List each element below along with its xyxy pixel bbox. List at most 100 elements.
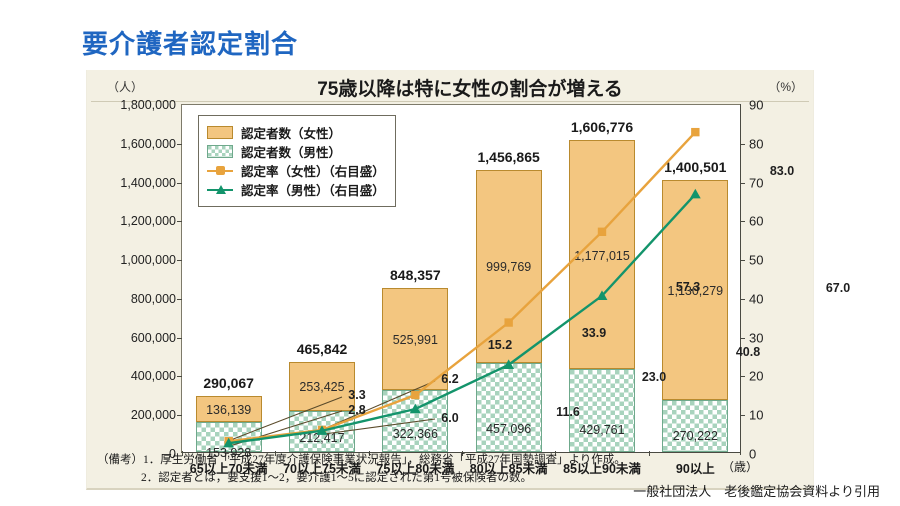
y-tick-label-right: 80	[749, 136, 764, 152]
rate-marker	[596, 290, 608, 300]
bar-value-label-female: 525,991	[392, 332, 438, 347]
y-tick-label-left: 1,800,000	[120, 98, 176, 112]
bar-segment-male	[569, 368, 635, 452]
rate-value-label-female: 33.9	[581, 326, 607, 340]
bar-value-label-male: 429,761	[579, 423, 625, 438]
rate-value-label-female: 15.2	[487, 338, 513, 352]
x-tick-label: 65以上70未満	[189, 462, 268, 476]
bar-segment-female	[289, 361, 355, 411]
x-tick-label: 85以上90未満	[563, 462, 641, 476]
y-tick-mark-right	[740, 376, 745, 378]
x-tick-mark	[555, 451, 557, 456]
right-axis-line	[740, 104, 741, 455]
y-tick-label-right: 60	[749, 213, 764, 229]
y-tick-label-left: 1,400,000	[120, 175, 176, 190]
rate-value-label-male: 40.8	[735, 345, 761, 359]
rate-value-label-male: 11.6	[556, 405, 580, 419]
label-leader-line	[325, 418, 436, 435]
y-tick-label-right: 10	[749, 407, 764, 423]
legend-swatch-male-bar	[207, 145, 233, 158]
rate-value-label-male: 23.0	[641, 370, 667, 384]
rate-value-label-female: 57.3	[675, 280, 701, 294]
rate-lines	[223, 127, 701, 448]
y-tick-mark-left	[177, 143, 182, 145]
legend-item: 認定率（女性）（右目盛）	[207, 161, 385, 180]
legend-label: 認定率（女性）（右目盛）	[241, 165, 385, 179]
rate-value-label-male: 67.0	[825, 281, 851, 295]
y-tick-mark-left	[177, 376, 182, 378]
y-tick-label-right: 40	[749, 291, 764, 307]
y-tick-mark-right	[740, 221, 745, 223]
rate-marker	[689, 188, 701, 199]
bar-value-label-male: 212,417	[299, 430, 345, 445]
y-tick-label-right: 50	[749, 252, 764, 268]
bar-segment-female	[195, 395, 262, 423]
legend-item: 認定率（男性）（右目盛）	[207, 180, 385, 199]
y-tick-label-right: 90	[749, 97, 764, 113]
y-tick-mark-left	[177, 298, 182, 300]
x-tick-label: 70以上75未満	[283, 462, 361, 476]
rate-marker	[409, 403, 421, 414]
legend-swatch-female-line	[207, 164, 233, 177]
bar-total-label: 1,400,501	[664, 159, 727, 176]
rate-marker	[503, 359, 515, 370]
bar-value-label-male: 270,222	[672, 428, 718, 443]
rate-marker	[316, 425, 328, 435]
bar-total-label: 465,842	[296, 340, 348, 357]
footnotes: （備考）1．厚生労働省「平成27年度介護保険事業状況報告」，総務省「平成27年国…	[97, 452, 626, 488]
rate-value-label-male: 6.0	[441, 411, 459, 425]
bar-value-label-male: 322,366	[392, 426, 438, 441]
y-tick-label-right: 0	[749, 446, 757, 462]
bar-value-label-female: 253,425	[299, 380, 345, 395]
bar-total-label: 290,067	[203, 374, 254, 391]
x-tick-label: 80以上85未満	[469, 462, 548, 476]
y-tick-mark-right	[740, 337, 745, 339]
chart-panel: 75歳以降は特に女性の割合が増える （人） （%） 1,800,000 1,600…	[86, 70, 850, 490]
plot-area: 1,800,000 1,600,000 1,400,000 1,200,000 1,00…	[120, 98, 850, 477]
square-marker-icon	[216, 166, 225, 175]
legend-swatch-male-line	[207, 183, 233, 196]
attribution: 一般社団法人 老後鑑定協会資料より引用	[633, 484, 880, 499]
bar-segment-female	[475, 169, 542, 364]
rate-line-male	[228, 193, 697, 445]
y-tick-mark-right	[740, 298, 745, 300]
y-tick-label-left: 1,000,000	[120, 253, 176, 268]
y-tick-mark-right	[740, 415, 745, 417]
y-tick-label-right: 70	[749, 175, 764, 191]
legend-label: 認定者数（女性）	[241, 127, 342, 141]
y-axis-unit-left: （人）	[107, 80, 144, 94]
x-tick-label: 75以上80未満	[376, 462, 455, 476]
rate-marker	[411, 390, 420, 400]
rate-marker	[504, 318, 513, 327]
bar-total-label: 848,357	[390, 266, 441, 283]
label-leader-line	[325, 380, 436, 429]
y-tick-mark-right	[740, 143, 745, 145]
x-tick-mark	[648, 451, 650, 456]
legend-label: 認定者数（男性）	[241, 146, 342, 160]
rate-value-label-male: 2.8	[348, 403, 366, 417]
triangle-marker-icon	[216, 185, 226, 194]
bar-value-label-female: 999,769	[486, 260, 532, 275]
y-tick-label-left: 400,000	[130, 369, 176, 384]
y-tick-label-left: 600,000	[130, 330, 176, 345]
bar-value-label-male: 153,928	[206, 446, 252, 460]
bar-value-label-female: 1,130,279	[667, 284, 724, 299]
bar-segment-male	[475, 363, 542, 452]
rate-marker	[597, 227, 607, 237]
bar-total-label: 1,456,865	[477, 148, 540, 165]
y-tick-label-right: 30	[749, 330, 764, 346]
y-tick-mark-left	[177, 337, 182, 339]
x-axis-unit: （歳）	[722, 460, 759, 474]
y-tick-mark-left	[177, 415, 182, 417]
y-tick-mark-right	[740, 182, 745, 184]
y-tick-label-left: 1,600,000	[120, 136, 176, 151]
legend-item: 認定者数（男性）	[207, 142, 385, 161]
y-tick-label-left: 0	[169, 447, 176, 461]
legend-label: 認定率（男性）（右目盛）	[241, 184, 385, 198]
legend-swatch-female-bar	[207, 126, 233, 139]
rate-value-label-female: 3.3	[348, 388, 366, 402]
footnote-2: 2．認定者とは，要支援1～2，要介護1～5に認定された第1号被保険者の数。	[141, 471, 532, 484]
page-title: 要介護者認定割合	[82, 29, 299, 59]
rate-marker	[691, 127, 700, 137]
legend-item: 認定者数（女性）	[207, 123, 385, 142]
